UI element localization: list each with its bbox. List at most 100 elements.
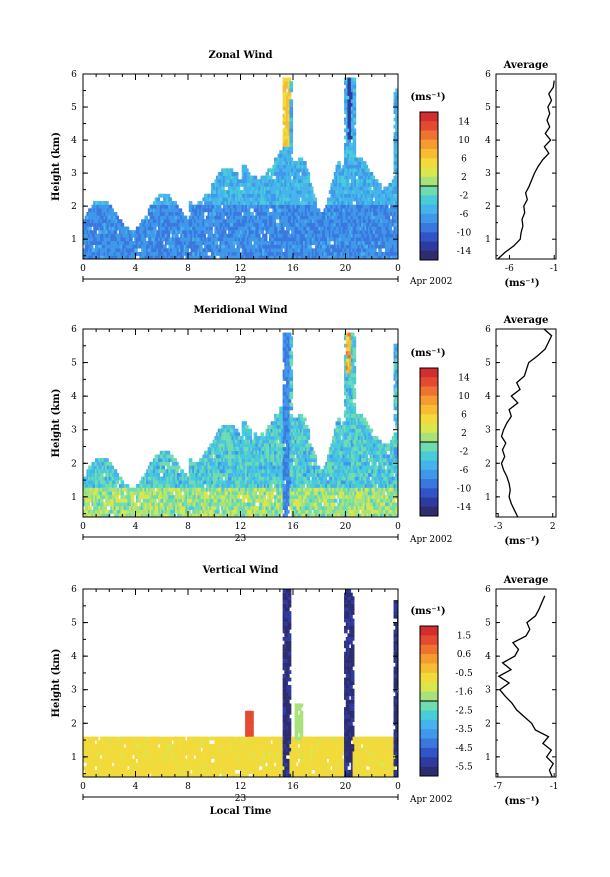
panel-title: Zonal Wind <box>208 50 272 61</box>
heatmap-cell <box>307 179 311 183</box>
heatmap-cell <box>214 241 218 245</box>
heatmap-cell <box>293 161 297 165</box>
heatmap-cell <box>363 161 367 165</box>
heatmap-cell <box>237 495 241 499</box>
heatmap-cell <box>132 488 136 492</box>
heatmap-cell <box>175 469 179 473</box>
heatmap-cell <box>242 477 246 481</box>
heatmap-cell <box>366 223 370 227</box>
heatmap-cell <box>209 455 213 459</box>
heatmap-cell <box>347 139 351 143</box>
heatmap-cell <box>213 197 217 201</box>
heatmap-cell <box>211 495 215 499</box>
heatmap-cell <box>286 190 290 194</box>
heatmap-cell <box>98 484 102 488</box>
heatmap-cell <box>264 223 268 227</box>
heatmap-cell <box>301 205 305 209</box>
heatmap-cell <box>98 477 102 481</box>
heatmap-cell <box>117 248 121 252</box>
colorbar-segment <box>420 168 438 178</box>
average-x-label: (ms⁻¹) <box>504 278 539 289</box>
heatmap-cell <box>371 216 375 220</box>
heatmap-cell <box>237 432 241 436</box>
heatmap-cell <box>368 194 372 198</box>
average-y-tick-label: 2 <box>485 202 491 212</box>
heatmap-cell <box>332 194 336 198</box>
heatmap-cell <box>375 245 379 249</box>
heatmap-cell <box>337 168 341 172</box>
heatmap-cell <box>231 245 235 249</box>
heatmap-cell <box>228 477 232 481</box>
heatmap-cell <box>249 510 253 514</box>
heatmap-cell <box>143 237 147 241</box>
heatmap-cell <box>225 227 229 231</box>
heatmap-cell <box>115 480 119 484</box>
heatmap-cell <box>356 179 360 183</box>
heatmap-cell <box>103 469 107 473</box>
heatmap-cell <box>100 499 104 503</box>
heatmap-cell <box>337 216 341 220</box>
heatmap-cell <box>228 455 232 459</box>
heatmap-cell <box>397 165 401 169</box>
heatmap-cell <box>167 230 171 234</box>
heatmap-cell <box>127 248 131 252</box>
heatmap-cell <box>129 245 133 249</box>
heatmap-cell <box>284 143 288 147</box>
average-x-tick-label: -1 <box>550 264 559 274</box>
heatmap-cell <box>242 495 246 499</box>
colorbar-segment <box>420 121 438 131</box>
heatmap-cell <box>177 466 181 470</box>
heatmap-cell <box>300 176 304 180</box>
heatmap-cell <box>168 197 172 201</box>
colorbar-segment <box>420 232 438 242</box>
heatmap-cell <box>336 227 340 231</box>
heatmap-cell <box>102 488 106 492</box>
heatmap-cell <box>336 197 340 201</box>
heatmap-cell <box>223 440 227 444</box>
heatmap-cell <box>264 212 268 216</box>
heatmap-cell <box>211 252 215 256</box>
heatmap-cell <box>168 466 172 470</box>
heatmap-cell <box>243 248 247 252</box>
x-tick-label: 20 <box>340 264 352 274</box>
heatmap-cell <box>266 190 270 194</box>
heatmap-cell <box>143 252 147 256</box>
heatmap-cell <box>109 484 113 488</box>
heatmap-cell <box>283 103 287 107</box>
heatmap-cell <box>243 443 247 447</box>
heatmap-cell <box>250 212 254 216</box>
colorbar-tick-label: 10 <box>458 136 470 146</box>
heatmap-cell <box>132 241 136 245</box>
heatmap-cell <box>226 466 230 470</box>
heatmap-cell <box>387 245 391 249</box>
heatmap-cell <box>249 429 253 433</box>
heatmap-cell <box>105 510 109 514</box>
heatmap-cell <box>284 197 288 201</box>
heatmap-cell <box>146 473 150 477</box>
heatmap-cell <box>122 488 126 492</box>
heatmap-cell <box>289 110 293 114</box>
heatmap-cell <box>168 495 172 499</box>
heatmap-cell <box>238 458 242 462</box>
heatmap-cell <box>105 488 109 492</box>
heatmap-cell <box>216 447 220 451</box>
heatmap-cell <box>238 212 242 216</box>
heatmap-cell <box>353 107 357 111</box>
heatmap-cell <box>266 179 270 183</box>
heatmap-cell <box>220 440 224 444</box>
heatmap-cell <box>353 154 357 158</box>
heatmap-cell <box>397 92 401 96</box>
heatmap-cell <box>305 168 309 172</box>
heatmap-cell <box>288 96 292 100</box>
heatmap-cell <box>272 219 276 223</box>
heatmap-cell <box>289 165 293 169</box>
heatmap-cell <box>332 245 336 249</box>
heatmap-cell <box>289 118 293 122</box>
heatmap-cell <box>344 197 348 201</box>
heatmap-cell <box>344 136 348 140</box>
heatmap-cell <box>289 121 293 125</box>
heatmap-cell <box>110 248 114 252</box>
heatmap-cell <box>284 176 288 180</box>
heatmap-cell <box>283 230 287 234</box>
heatmap-cell <box>172 510 176 514</box>
